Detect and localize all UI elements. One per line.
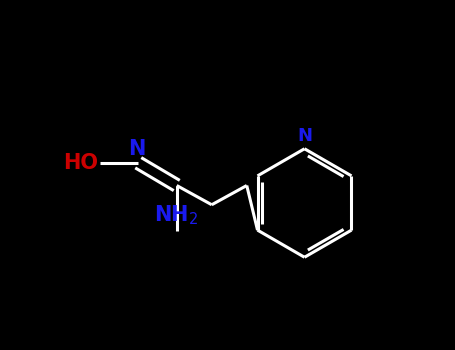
Text: N: N [128, 139, 145, 159]
Text: NH$_2$: NH$_2$ [155, 204, 199, 228]
Text: HO: HO [63, 153, 98, 173]
Text: N: N [297, 127, 312, 145]
